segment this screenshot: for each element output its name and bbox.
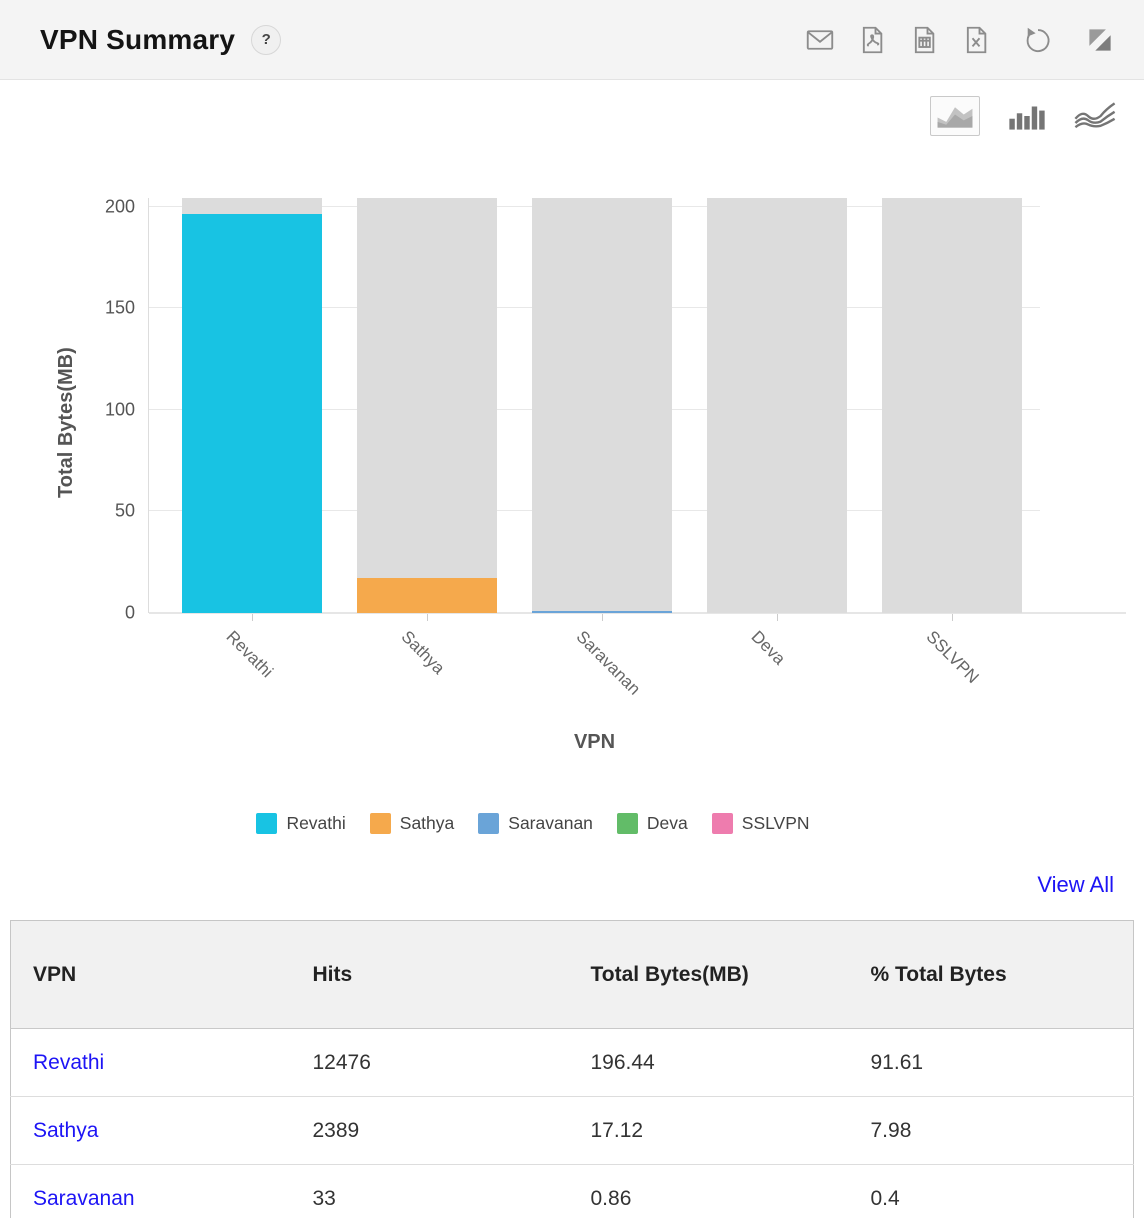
legend-label: Sathya <box>399 813 455 833</box>
table-row: Revathi 12476 196.44 91.61 <box>10 1028 1134 1097</box>
vpn-name-link[interactable]: Saravanan <box>10 1164 291 1218</box>
table-row: Saravanan 33 0.86 0.4 <box>10 1164 1134 1218</box>
widget-header: VPN Summary ? <box>0 0 1144 80</box>
table-cell: 2389 <box>290 1096 569 1165</box>
table-cell: 17.12 <box>568 1096 849 1165</box>
x-axis-tick <box>426 614 428 621</box>
view-all-row: View All <box>0 850 1144 920</box>
legend-item-revathi[interactable]: Revathi <box>256 813 346 834</box>
x-label-revathi: Revathi <box>222 627 277 682</box>
legend-item-deva[interactable]: Deva <box>616 813 688 834</box>
plot-area: 0 50 100 150 200 Revathi Sathya Saravanan Deva S… <box>55 196 1126 753</box>
bar-slot-sathya: Sathya <box>339 198 514 678</box>
legend-label: Saravanan <box>508 813 593 833</box>
export-csv-icon[interactable] <box>910 26 938 54</box>
y-tick-label: 50 <box>114 500 135 521</box>
table-cell: 0.86 <box>568 1164 849 1218</box>
bar-slot-sslvpn: SSLVPN <box>864 198 1039 687</box>
legend-swatch <box>369 813 391 834</box>
y-tick-label: 200 <box>104 196 135 217</box>
x-label-sslvpn: SSLVPN <box>922 627 983 687</box>
bar-background <box>356 198 497 613</box>
column-header-hits: Hits <box>290 920 569 1029</box>
legend-swatch <box>256 813 278 834</box>
bar-saravanan[interactable] <box>531 611 672 613</box>
table-cell: 91.61 <box>870 1050 924 1074</box>
y-tick-label: 100 <box>104 399 135 420</box>
x-axis-tick <box>601 614 603 621</box>
column-header-total-bytes-mb-: Total Bytes(MB) <box>568 920 849 1029</box>
widget-title: VPN Summary <box>40 23 236 55</box>
bar-slot-saravanan: Saravanan <box>514 198 689 699</box>
bar-slot-deva: Deva <box>689 198 864 668</box>
table-cell: 7.98 <box>848 1096 1134 1165</box>
line-chart-icon[interactable] <box>1074 100 1116 132</box>
view-all-link[interactable]: View All <box>1037 872 1114 897</box>
legend-label: Deva <box>646 813 688 833</box>
header-actions <box>806 26 1114 54</box>
bar-slot-revathi: Revathi <box>164 198 339 681</box>
bar-background <box>706 198 847 613</box>
x-label-deva: Deva <box>747 627 789 669</box>
table-cell: 33 <box>290 1164 569 1218</box>
column-header--total-bytes: % Total Bytes <box>848 920 1134 1029</box>
vpn-name-link[interactable]: Revathi <box>33 1050 105 1074</box>
bar-background <box>881 198 1022 613</box>
legend-item-sslvpn[interactable]: SSLVPN <box>711 813 810 834</box>
table-row: Sathya 2389 17.12 7.98 <box>10 1096 1134 1165</box>
bar-background <box>531 198 672 613</box>
x-label-sathya: Sathya <box>397 627 448 678</box>
area-chart-icon[interactable] <box>930 96 980 136</box>
legend-item-sathya[interactable]: Sathya <box>369 813 455 834</box>
help-button[interactable]: ? <box>251 24 282 55</box>
legend-item-saravanan[interactable]: Saravanan <box>478 813 593 834</box>
x-axis-tick <box>251 614 253 621</box>
legend-label: Revathi <box>286 813 346 833</box>
bar-sathya[interactable] <box>356 578 497 613</box>
y-tick-label: 0 <box>124 602 135 623</box>
chart-section: 0 50 100 150 200 Revathi Sathya Saravanan Deva S… <box>0 80 1144 850</box>
x-axis-title: VPN <box>573 731 616 753</box>
column-header-vpn: VPN <box>10 920 291 1029</box>
export-pdf-icon[interactable] <box>858 26 886 54</box>
export-excel-icon[interactable] <box>962 26 990 54</box>
bar-revathi[interactable] <box>181 214 322 613</box>
x-axis-tick <box>951 614 953 621</box>
table-cell: 12476 <box>312 1050 371 1074</box>
legend-swatch <box>711 813 733 834</box>
vpn-name-link[interactable]: Sathya <box>10 1096 291 1165</box>
x-axis-tick <box>776 614 778 621</box>
legend-label: SSLVPN <box>741 813 810 833</box>
email-icon[interactable] <box>806 26 834 54</box>
table-cell: 0.4 <box>848 1164 1134 1218</box>
x-axis-line <box>149 612 1126 614</box>
y-tick-label: 150 <box>104 297 135 318</box>
table-cell: 196.44 <box>590 1050 655 1074</box>
resize-icon[interactable] <box>1086 26 1114 54</box>
legend-swatch <box>478 813 500 834</box>
legend-swatch <box>616 813 638 834</box>
y-axis-title: Total Bytes(MB) <box>55 346 77 498</box>
x-label-saravanan: Saravanan <box>572 627 644 699</box>
table-header: VPN Hits Total Bytes(MB)% Total Bytes <box>10 920 1134 1029</box>
bars-container: Revathi Sathya Saravanan Deva SSLVPN <box>164 198 1039 699</box>
refresh-icon[interactable] <box>1024 26 1052 54</box>
vpn-summary-table: VPN Hits Total Bytes(MB)% Total Bytes Reva… <box>10 920 1134 1218</box>
bar-chart-icon[interactable] <box>1008 100 1046 132</box>
table-body: Revathi 12476 196.44 91.61 Sathya 2389 17.12 7.… <box>10 1028 1134 1218</box>
chart-legend: Revathi Sathya Saravanan Deva SSLVPN <box>0 813 1066 834</box>
chart-type-switcher <box>930 96 1116 136</box>
